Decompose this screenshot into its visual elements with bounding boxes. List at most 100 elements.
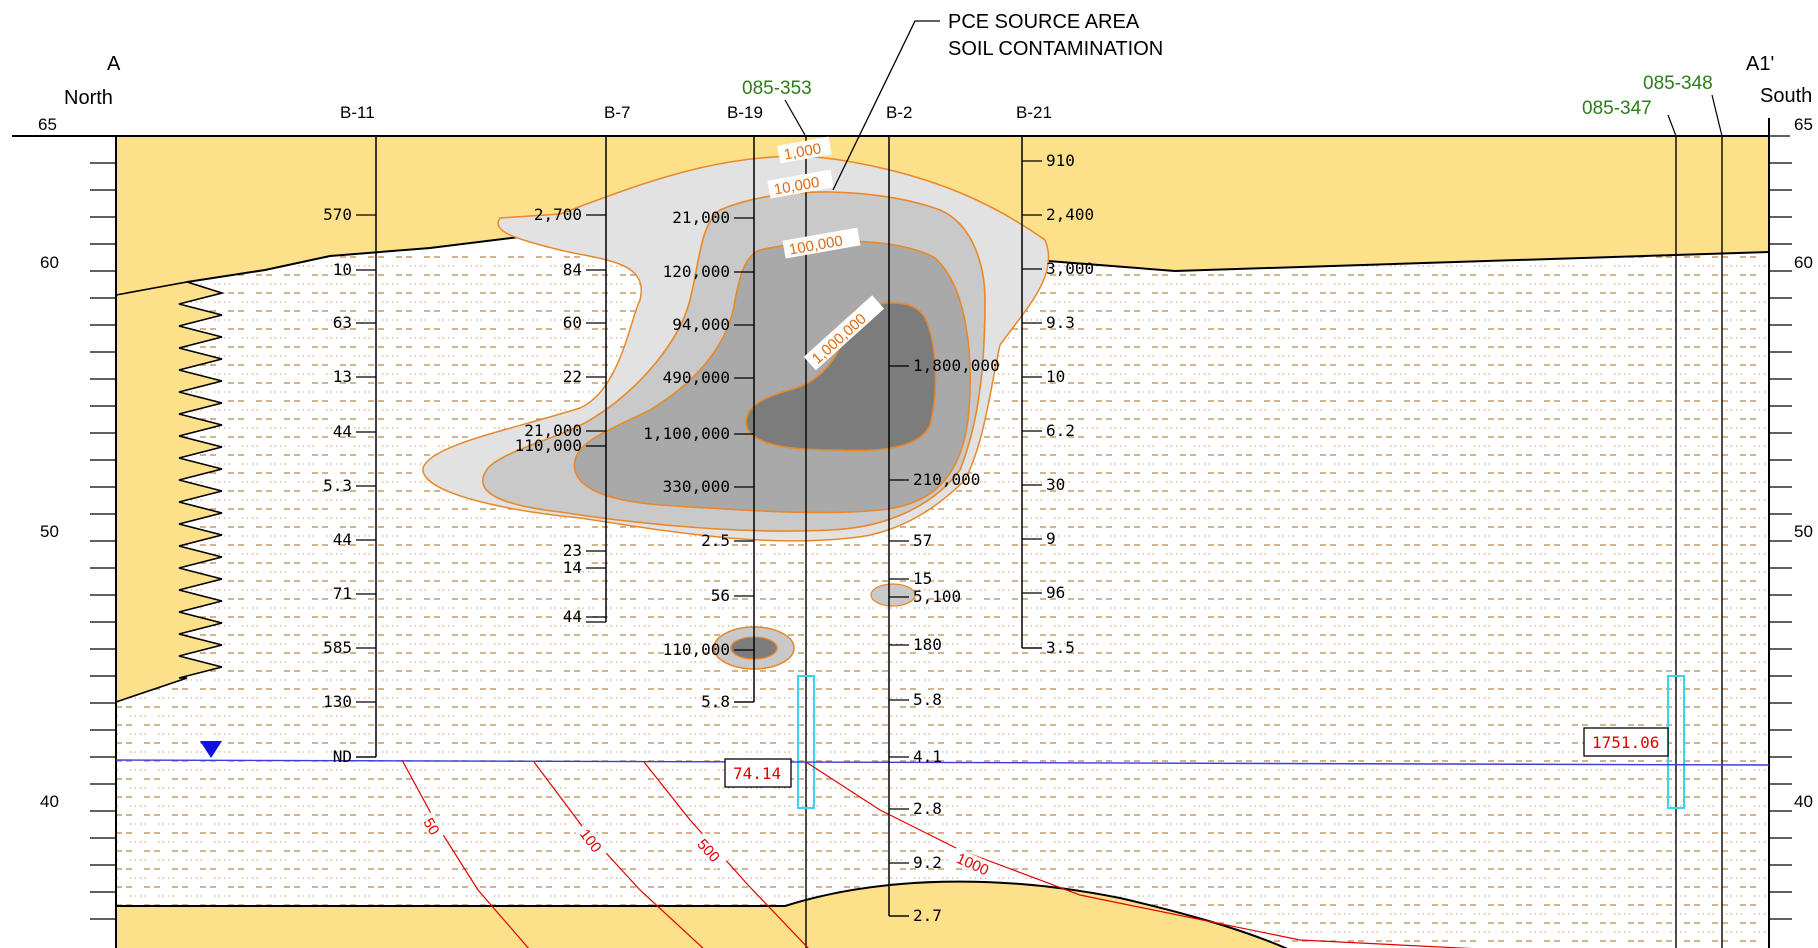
boring-b-2: B-2 1,800,000 210,000 57 155,100 180 5.8 4.1 2.8… [886,103,1000,925]
sample-value: 9.3 [1046,313,1075,332]
sample-value: 330,000 [663,477,730,496]
gw-contour-50 [401,759,530,948]
callout-leader [832,20,940,191]
sample-value: 180 [913,635,942,654]
sample-value: 130 [323,692,352,711]
sample-value: 3.5 [1046,638,1075,657]
sample-value: 2.5 [701,531,730,550]
tiny-plume [870,583,916,607]
sample-value: 9 [1046,529,1056,548]
boring-label: B-19 [727,103,763,122]
well-085-347-leader [1667,114,1677,137]
callout-line-2: SOIL CONTAMINATION [948,38,1163,60]
sample-value: 44 [333,530,352,549]
gw-contour-1000 [805,761,1473,948]
sample-value: 21,000 [672,208,730,227]
boring-b-21: B-21 910 2,400 3,000 9.3 10 6.2 30 9 96 3.5 [1016,103,1094,657]
sample-value: 23 [563,541,582,560]
well-085-353-leader [784,99,806,136]
boring-label: B-21 [1016,103,1052,122]
boring-label: B-2 [886,103,912,122]
elev-left-60: 60 [40,253,59,272]
sample-value: 10 [333,260,352,279]
sample-value: 5.3 [323,476,352,495]
well-085-353-label: 085-353 [742,78,812,99]
water-level-085-353: 74.14 [733,764,781,783]
sample-value: 14 [563,558,582,577]
sample-value: 22 [563,367,582,386]
elev-right-60: 60 [1794,253,1813,272]
elev-left-65: 65 [38,115,57,134]
sample-value: 44 [563,607,582,626]
elev-right-65: 65 [1794,115,1813,134]
sample-value: 3,000 [1046,259,1094,278]
elev-right-50: 50 [1794,522,1813,541]
sand-lower-contact [116,880,1288,948]
sample-value: 910 [1046,151,1075,170]
sample-value: 15 [913,569,932,588]
sample-value: 2.7 [913,906,942,925]
sample-value: 2,400 [1046,205,1094,224]
soil-label-1000: 1,000 [783,140,823,163]
well-085-348-label: 085-348 [1643,73,1713,94]
soil-contamination-plume [422,155,1050,670]
elev-right-40: 40 [1794,792,1813,811]
sample-value: 84 [563,260,582,279]
water-level-085-347: 1751.06 [1592,733,1659,752]
sample-value: 4.1 [913,747,942,766]
sample-value: 56 [711,586,730,605]
sample-value: 1,100,000 [643,424,730,443]
soil-borings: B-11 570 10 63 13 44 5.3 44 71 585 130 ND B-7 2,700 84… [323,103,1094,925]
sample-value: 13 [333,367,352,386]
boring-b-19: B-19 21,000 120,000 94,000 490,000 1,100,000 3… [643,103,763,711]
sample-value: ND [333,747,352,766]
sample-value: 71 [333,584,352,603]
sample-value: 210,000 [913,470,980,489]
section-end-direction: South [1760,85,1812,107]
sample-value: 30 [1046,475,1065,494]
sample-value: 5,100 [913,587,961,606]
sample-value: 2.8 [913,799,942,818]
sample-value: 110,000 [663,640,730,659]
sample-value: 5.8 [701,692,730,711]
boring-b-11: B-11 570 10 63 13 44 5.3 44 71 585 130 ND [323,103,377,766]
right-axis-ticks [1769,135,1792,920]
sample-value: 96 [1046,583,1065,602]
boring-label: B-7 [604,103,630,122]
section-start-direction: North [64,87,113,109]
section-start-letter: A [107,53,121,75]
gw-label-50-group: 50 [419,811,447,842]
gw-contour-100 [533,761,704,948]
contour-1000000 [745,302,937,452]
sample-value: 60 [563,313,582,332]
sample-value: 585 [323,638,352,657]
boring-label: B-11 [340,103,375,122]
left-axis-ticks [62,135,116,920]
sample-value: 5.8 [913,690,942,709]
water-level-box-085-347: 1751.06 [1583,727,1669,757]
sample-value: 21,000 [524,421,582,440]
sample-value: 110,000 [515,436,582,455]
sample-value: 94,000 [672,315,730,334]
well-085-353-screen [797,675,815,809]
sample-value: 120,000 [663,262,730,281]
sand-lower [116,881,1286,948]
sample-value: 63 [333,313,352,332]
elev-left-40: 40 [40,792,59,811]
sample-value: 9.2 [913,853,942,872]
sand-wedge-left [115,281,225,704]
section-end-letter: A1' [1746,53,1774,75]
water-table-line [115,759,1770,766]
elev-left-50: 50 [40,522,59,541]
sample-value: 2,700 [534,205,582,224]
sample-value: 570 [323,205,352,224]
well-085-348-leader [1711,94,1723,137]
sample-value: 6.2 [1046,421,1075,440]
water-level-box-085-353: 74.14 [724,758,792,788]
gw-label-50: 50 [419,815,442,838]
sample-value: 44 [333,422,352,441]
sample-value: 490,000 [663,368,730,387]
well-085-353: 085-353 [742,78,815,948]
